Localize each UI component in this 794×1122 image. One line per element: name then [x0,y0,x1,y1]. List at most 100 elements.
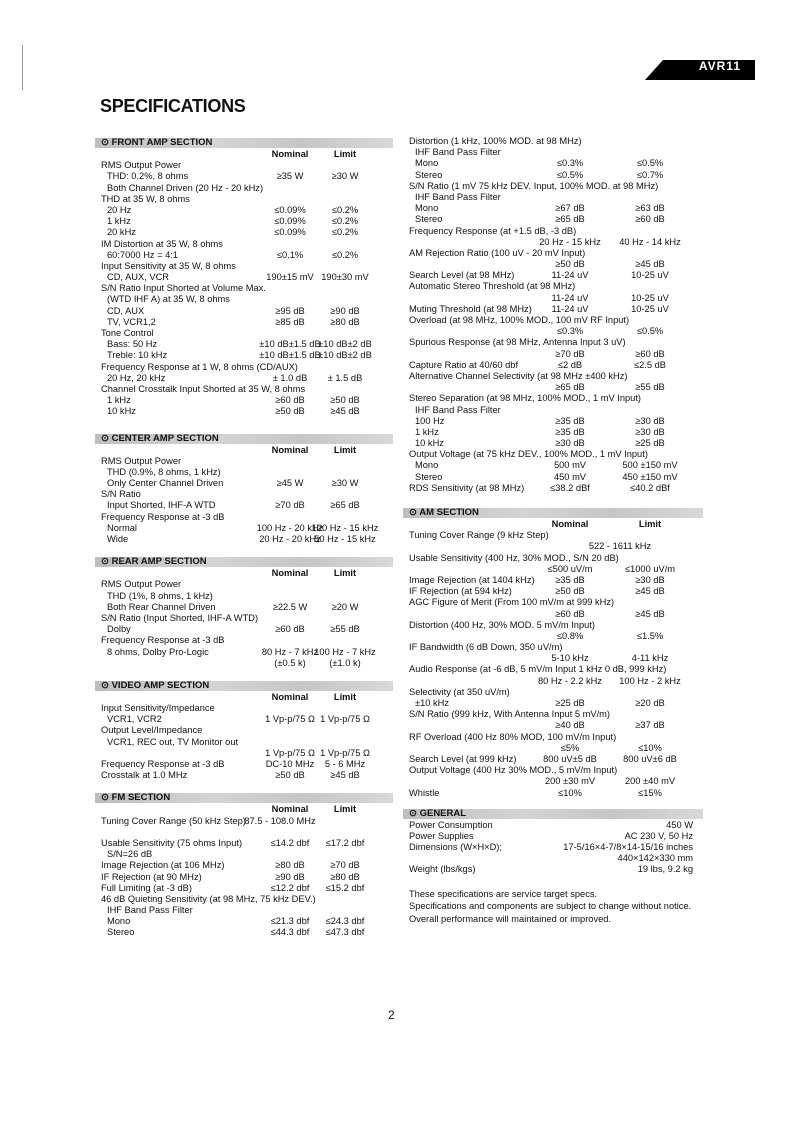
spec-label: S/N Ratio (999 kHz, With Antenna Input 5… [409,709,610,720]
nominal-value: ≥35 dB [555,426,585,437]
spec-label: Stereo [107,927,135,938]
spec-row: ≥65 dB ≥55 dB [403,382,703,393]
nominal-value: ≥50 dB [555,259,585,270]
spec-label: Frequency Response at -3 dB [101,635,225,646]
spec-row: 46 dB Quieting Sensitivity (at 98 MHz, 7… [95,894,393,905]
spec-label: 60:7000 Hz = 4:1 [107,249,179,260]
limit-value: ≤15.2 dbf [325,882,365,893]
limit-value: ≤10% [638,742,662,753]
spec-row: 10 kHz ≥50 dB ≥45 dB [95,406,393,417]
spec-row: IF Rejection (at 594 kHz) ≥50 dB ≥45 dB [403,586,703,597]
column-header-row: Nominal Limit [95,149,393,160]
right-column: Distortion (1 kHz, 100% MOD. at 98 MHz) I… [403,136,703,925]
spec-label: THD (0.9%, 8 ohms, 1 kHz) [107,466,221,477]
spec-row: Search Level (at 98 MHz) 11-24 uV 10-25 uV [403,270,703,281]
spec-row: Crosstalk at 1.0 MHz ≥50 dB ≥45 dB [95,770,393,781]
nominal-value: ≥50 dB [275,770,305,781]
spec-label: IHF Band Pass Filter [415,191,501,202]
nominal-value: ≤0.5% [556,169,584,180]
spec-row: Dimensions (W×H×D); 17-5/16×4-7/8×14-15/1… [403,842,703,853]
nominal-value: 100 Hz - 20 kHz [256,522,324,533]
nominal-value: 5-10 kHz [551,653,589,664]
spec-row: Mono ≤21.3 dbf ≤24.3 dbf [95,916,393,927]
nominal-value: ≤14.2 dbf [270,837,310,848]
nominal-value: ≥60 dB [555,608,585,619]
spec-label: IHF Band Pass Filter [415,147,501,158]
nominal-value: 1 Vp-p/75 Ω [265,747,315,758]
spec-label: Stereo [415,214,443,225]
spec-label: Search Level (at 98 MHz) [409,270,515,281]
spec-label: Power Supplies [409,830,474,841]
limit-value: ≥20 W [331,601,359,612]
general-value: 19 lbs, 9.2 kg [637,864,693,875]
spec-label: AM Rejection Ratio (100 uV - 20 mV Input… [409,247,586,258]
limit-value: 450 ±150 mV [622,471,678,482]
spec-label: 1 kHz [107,395,131,406]
nominal-value: 800 uV±5 dB [543,753,597,764]
nominal-value: ±10 dB±1.5 dB [259,350,321,361]
spec-label: Bass: 50 Hz [107,339,158,350]
spec-row: S/N Ratio [95,489,393,500]
spec-label: 10 kHz [415,438,444,449]
column-header-row: Nominal Limit [95,804,393,815]
limit-value: ± 1.5 dB [327,372,363,383]
spec-row: RMS Output Power [95,579,393,590]
nominal-value: ≥22.5 W [272,601,308,612]
spec-row: RMS Output Power [95,160,393,171]
spec-label: Power Consumption [409,819,493,830]
spec-row: ≤0.3% ≤0.5% [403,326,703,337]
nominal-value: ≤0.09% [274,216,306,227]
spec-label: Input Sensitivity/Impedance [101,703,215,714]
section-header: ⊙ GENERAL [403,808,703,819]
column-header-row: Nominal Limit [95,568,393,579]
limit-value: ≤2.5 dB [634,359,666,370]
spec-label: Wide [107,534,129,544]
spec-row: Spurious Response (at 98 MHz, Antenna In… [403,337,703,348]
spec-label: THD at 35 W, 8 ohms [101,193,190,204]
spec-row: Distortion (1 kHz, 100% MOD. at 98 MHz) [403,136,703,147]
spec-row: S/N Ratio Input Shorted at Volume Max. [95,283,393,294]
nominal-value: 500 mV [553,460,587,471]
spec-label: CD, AUX, VCR [107,272,169,283]
limit-value: ≥30 dB [635,574,665,585]
spec-row: Full Limiting (at -3 dB) ≤12.2 dbf ≤15.2 d… [95,883,393,894]
spec-row: Input Sensitivity at 35 W, 8 ohms [95,261,393,272]
spec-row: 440×142×330 mm [403,853,703,864]
spec-label: Muting Threshold (at 98 MHz) [409,303,532,314]
limit-value: ≥80 dB [330,316,360,327]
spec-row: Usable Sensitivity (400 Hz, 30% MOD., S/… [403,553,703,564]
nominal-value: ≥80 dB [275,860,305,871]
spec-label: RMS Output Power [101,455,182,466]
limit-value: ≤0.2% [331,204,359,215]
spec-row: 5-10 kHz 4-11 kHz [403,653,703,664]
spec-row: ≥60 dB ≥45 dB [403,609,703,620]
limit-value: 200 ±40 mV [624,776,676,787]
limit-value: ≥55 dB [635,382,665,393]
spec-row: Whistle ≤10% ≤15% [403,788,703,799]
spec-label: Frequency Response at 1 W, 8 ohms (CD/AU… [101,361,298,372]
spec-row: 1 kHz ≥35 dB ≥30 dB [403,427,703,438]
limit-value: ≥30 W [331,171,359,182]
limit-value: ≥30 dB [635,415,665,426]
spec-row: Alternative Channel Selectivity (at 98 M… [403,371,703,382]
scan-mark [22,45,23,90]
spec-label: IF Rejection (at 90 MHz) [101,871,202,882]
section-header: ⊙ AM SECTION [403,508,703,518]
spec-row: VCR1, REC out, TV Monitor out [95,737,393,748]
spec-row: Tone Control [95,328,393,339]
spec-label: 10 kHz [107,406,136,417]
section-header: ⊙ FM SECTION [95,793,393,804]
nominal-value: ±10 dB±1.5 dB [259,339,321,350]
spec-row: 1 kHz ≥60 dB ≥50 dB [95,395,393,406]
spec-label: 1 kHz [107,216,131,227]
spec-label: Audio Response (at -6 dB, 5 mV/m Input 1… [409,664,667,675]
nominal-value: 1 Vp-p/75 Ω [265,714,315,725]
spec-label: Mono [415,460,439,471]
nominal-value: ≤0.09% [274,204,306,215]
spec-row: 11-24 uV 10-25 uV [403,293,703,304]
nominal-value: 450 mV [553,471,587,482]
spec-label: RDS Sensitivity (at 98 MHz) [409,482,525,493]
spec-row: 100 Hz ≥35 dB ≥30 dB [403,416,703,427]
limit-value: ≥20 dB [635,698,665,708]
spec-row: Stereo ≤44.3 dbf ≤47.3 dbf [95,927,393,938]
